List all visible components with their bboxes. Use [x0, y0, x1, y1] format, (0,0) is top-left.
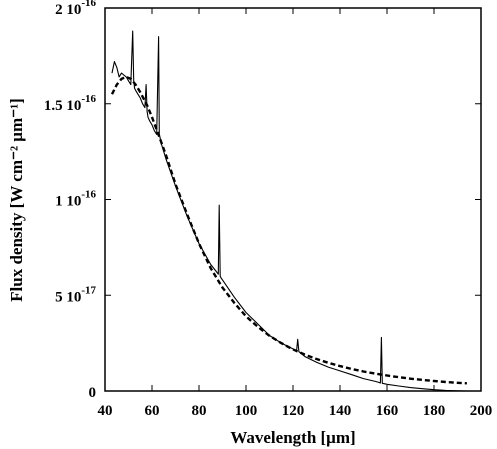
y-tick-mantissa: 1 10	[55, 194, 81, 210]
y-tick-label: 2 10-16	[55, 0, 96, 18]
x-tick-label: 140	[329, 403, 352, 419]
y-tick-label: 0	[89, 385, 97, 401]
y-axis-title: Flux density [W cm⁻² μm⁻¹]	[7, 98, 26, 302]
y-tick-mantissa: 0	[89, 385, 97, 401]
x-axis-ticks: 40 60 80 100 120 140 160 180 200	[98, 8, 493, 419]
x-tick-label: 40	[98, 403, 113, 419]
series-layer	[110, 30, 467, 392]
y-tick-mantissa: 5 10	[55, 289, 81, 305]
x-tick-label: 80	[192, 403, 207, 419]
model-curve-dashed	[110, 75, 467, 385]
plot-frame	[104, 7, 482, 392]
y-tick-label: 1 10-16	[55, 189, 96, 210]
x-tick-label: 60	[145, 403, 160, 419]
y-tick-exponent: -17	[81, 284, 96, 296]
y-axis-ticks: 05 10-171 10-161.5 10-162 10-16	[44, 0, 481, 401]
y-tick-exponent: -16	[81, 93, 96, 105]
y-tick-mantissa: 1.5 10	[44, 98, 82, 114]
x-axis-title: Wavelength [μm]	[230, 428, 355, 447]
y-tick-label: 1.5 10-16	[44, 93, 97, 114]
x-tick-label: 100	[235, 403, 258, 419]
y-tick-mantissa: 2 10	[55, 2, 81, 18]
x-tick-label: 160	[376, 403, 399, 419]
y-tick-exponent: -16	[81, 0, 96, 9]
spectrum-line-solid	[111, 30, 467, 392]
x-tick-label: 200	[470, 403, 493, 419]
y-tick-exponent: -16	[81, 189, 96, 201]
y-tick-label: 5 10-17	[55, 284, 96, 305]
x-tick-label: 120	[282, 403, 305, 419]
x-tick-label: 180	[423, 403, 446, 419]
